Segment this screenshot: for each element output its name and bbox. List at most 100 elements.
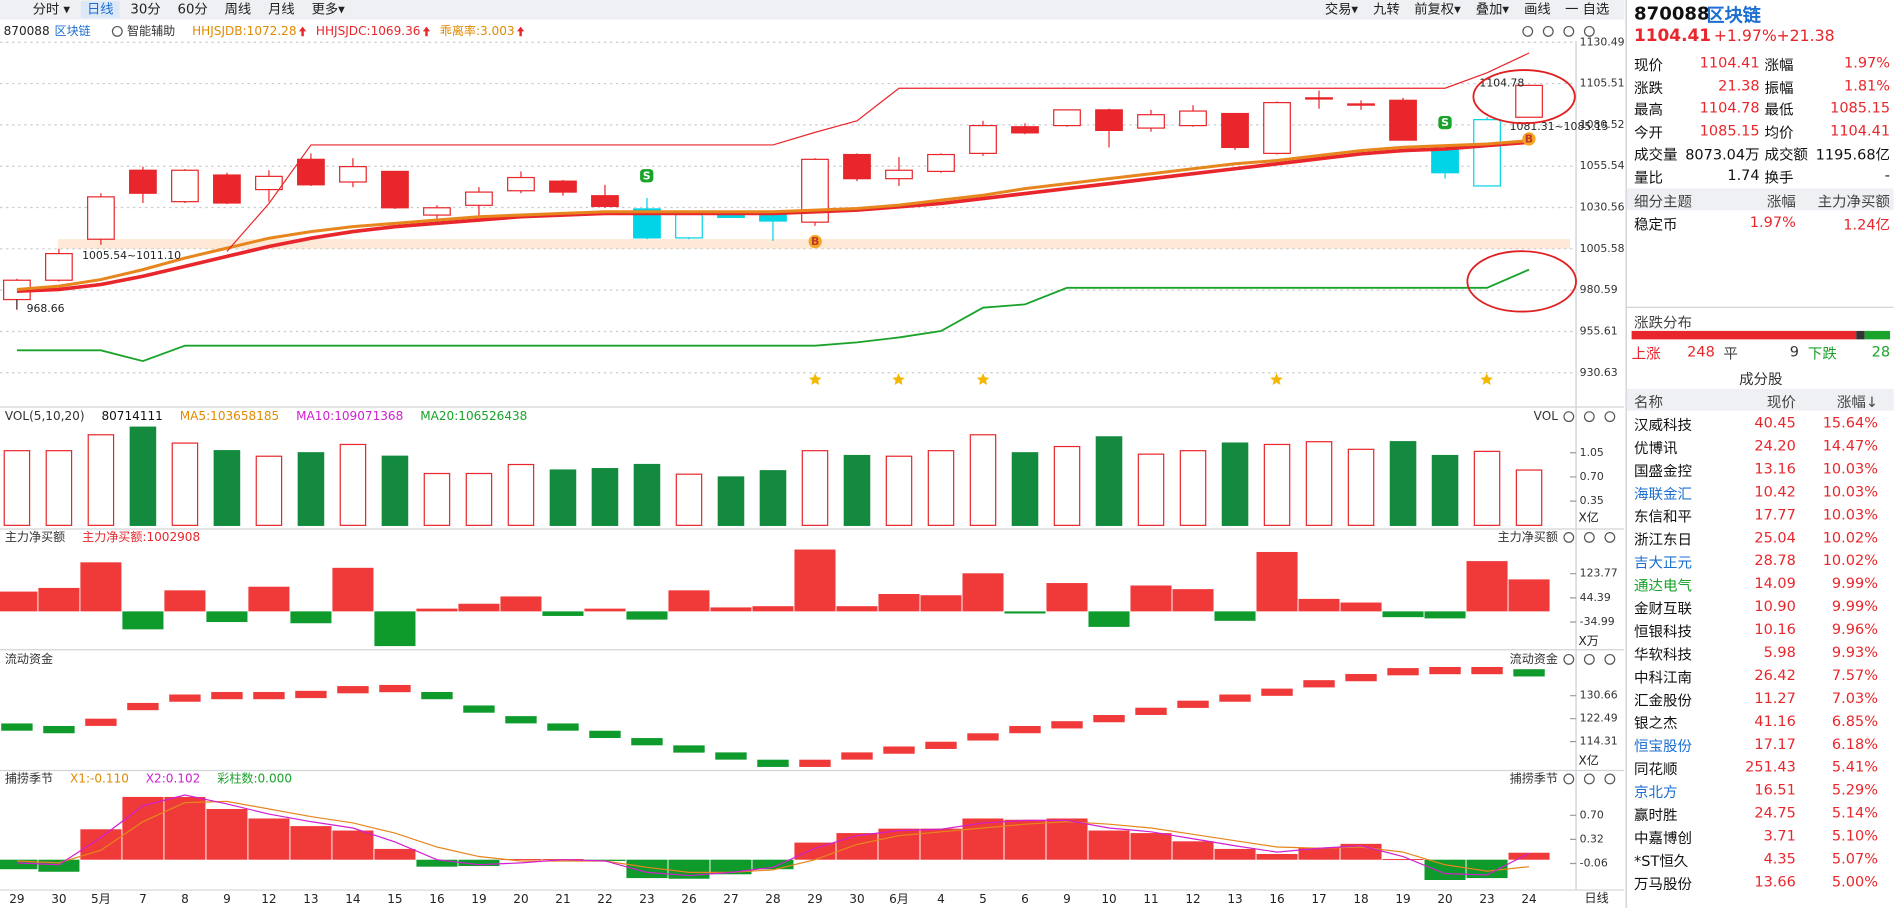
x-tick-label: 6 <box>1021 892 1029 906</box>
toolbar-button[interactable]: 日线 <box>80 1 120 19</box>
volume-bar <box>1179 450 1207 526</box>
bar <box>206 808 248 860</box>
field-label: 最高 <box>1634 101 1664 119</box>
stock-price: 10.42 <box>1754 483 1796 500</box>
stock-price: 13.66 <box>1754 873 1796 891</box>
line <box>16 139 1530 291</box>
stock-change: 5.14% <box>1831 804 1878 822</box>
stock-name[interactable]: 万马股份 <box>1634 875 1693 893</box>
stock-change: 5.10% <box>1831 827 1878 845</box>
stock-name[interactable]: *ST恒久 <box>1634 852 1689 870</box>
stock-name[interactable]: 赢时胜 <box>1634 806 1678 824</box>
bar <box>122 796 164 860</box>
bar <box>1172 841 1214 860</box>
stock-name[interactable]: 东信和平 <box>1634 508 1693 526</box>
icon <box>1583 653 1595 665</box>
stock-name[interactable]: 优博讯 <box>1634 439 1678 457</box>
stock-name[interactable]: 恒宝股份 <box>1634 737 1693 755</box>
stock-name[interactable]: 汉威科技 <box>1634 416 1693 434</box>
x-tick-label: 15 <box>387 892 402 906</box>
signal: B <box>1525 132 1533 145</box>
panel-header: MA20:106526438 <box>420 409 527 423</box>
toolbar-button[interactable]: 前复权▾ <box>1414 1 1461 17</box>
x-tick-label: 11 <box>1143 892 1158 906</box>
x-tick-label: 14 <box>345 892 360 906</box>
stock-name[interactable]: 同花顺 <box>1634 760 1678 778</box>
stock-name[interactable]: 浙江东日 <box>1634 531 1693 549</box>
candle-body <box>255 175 283 191</box>
stock-name[interactable]: 国盛金控 <box>1634 462 1693 480</box>
star <box>1480 373 1493 386</box>
bar <box>38 587 80 612</box>
indicator: HHJSJDB:1072.28 <box>192 24 296 38</box>
signals: S B S B <box>640 115 1536 249</box>
level-bar <box>379 684 411 693</box>
toolbar-button[interactable]: 月线 <box>268 1 295 17</box>
annotations: 1104.78 1081.31~1085.15 1005.54~1011.10 … <box>16 76 1609 315</box>
bar <box>458 603 500 612</box>
stock-change: 10.02% <box>1822 528 1878 546</box>
y-tick-label: 1080.52 <box>1580 118 1625 131</box>
stock-name[interactable]: 金财互联 <box>1634 600 1693 618</box>
field-value: 1104.41 <box>1830 121 1891 139</box>
star <box>892 373 905 386</box>
stock-name[interactable]: 恒银科技 <box>1634 623 1693 641</box>
icon[interactable] <box>1583 25 1595 37</box>
side-panel: 870088 区块链 1104.41 +1.97% +21.38 现价 1104.41 涨幅 1… <box>1625 0 1894 908</box>
stock-name[interactable]: 银之杰 <box>1634 714 1678 732</box>
toolbar-button[interactable]: 交易▾ <box>1324 1 1359 17</box>
stock-name[interactable]: 通达电气 <box>1634 577 1693 595</box>
stock-name[interactable]: 吉大正元 <box>1634 554 1693 572</box>
signal-badge <box>640 169 654 183</box>
components-header: 现价 <box>1766 393 1796 411</box>
field-label: 成交额 <box>1764 146 1808 164</box>
x-tick-label: 6月 <box>889 892 909 906</box>
toolbar-button[interactable]: 叠加▾ <box>1475 1 1510 17</box>
stock-name[interactable]: 中嘉博创 <box>1634 829 1693 847</box>
stock-change: 10.03% <box>1822 483 1878 500</box>
line <box>16 140 1530 293</box>
volume-bar <box>255 455 283 526</box>
toolbar-button[interactable]: 30分 <box>130 1 161 17</box>
panel-header: 主力净买额 <box>5 530 65 544</box>
bar <box>1256 551 1298 612</box>
y-tick-label: 44.39 <box>1580 591 1611 604</box>
icon[interactable] <box>1522 25 1534 37</box>
toolbar-button[interactable]: 周线 <box>224 1 252 17</box>
toolbar-button[interactable]: 分时 ▾ <box>32 1 71 17</box>
icon <box>1604 411 1616 423</box>
stock-change: 5.29% <box>1831 781 1878 799</box>
x-tick-label: 18 <box>1353 892 1368 906</box>
volume-bar <box>129 426 157 526</box>
stars <box>808 373 1493 386</box>
stock-name[interactable]: 海联金汇 <box>1634 485 1693 503</box>
stock-name[interactable]: 京北方 <box>1634 783 1678 801</box>
level-bar <box>925 741 957 749</box>
highlight-ellipse <box>1472 69 1576 125</box>
toolbar-button[interactable]: 九转 <box>1373 1 1400 17</box>
stock-price: 14.09 <box>1754 574 1796 592</box>
stock-name[interactable]: 汇金股份 <box>1634 692 1693 709</box>
toolbar-button[interactable]: 60分 <box>177 1 208 17</box>
x-tick-label: 16 <box>429 892 444 906</box>
toolbar-button[interactable]: 画线 <box>1524 1 1551 17</box>
stock-name[interactable]: 华软科技 <box>1634 646 1693 664</box>
icon[interactable] <box>1563 25 1575 37</box>
field-value: 21.38 <box>1718 76 1760 94</box>
stock-name[interactable]: 中科江南 <box>1634 669 1693 686</box>
volume-bar <box>381 455 409 526</box>
toolbar-button[interactable]: 一 自选 <box>1565 1 1610 17</box>
line <box>226 52 1530 252</box>
volume-bar <box>1011 452 1039 526</box>
panel-dividers <box>0 406 1625 891</box>
x-tick-label: 23 <box>1479 892 1494 906</box>
components-header: 涨幅↓ <box>1836 393 1878 411</box>
stock-change: 5.07% <box>1831 850 1878 868</box>
bar <box>710 607 752 612</box>
icon[interactable] <box>1542 25 1554 37</box>
candle-body <box>1137 114 1165 129</box>
volume-bar <box>675 473 703 526</box>
stock-change: 10.03% <box>1822 506 1878 523</box>
toolbar-button[interactable]: 更多▾ <box>311 1 345 17</box>
field-label: 成交量 <box>1634 146 1678 164</box>
